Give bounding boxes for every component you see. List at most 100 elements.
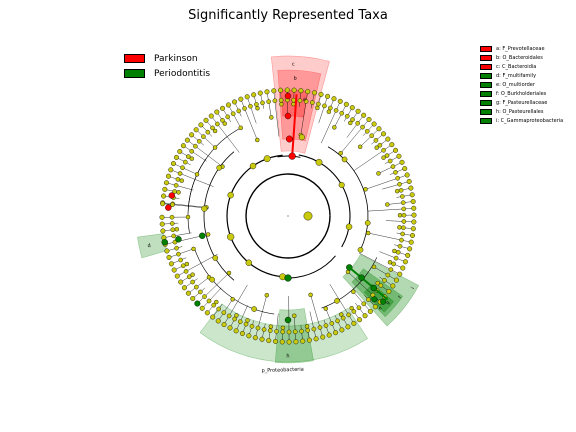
leaf-node: [233, 328, 239, 334]
leaf-node: [376, 126, 382, 132]
tree-branch: [240, 99, 259, 142]
leaf-node: [160, 228, 166, 234]
leaf-node: [174, 273, 180, 279]
leaf-node-inner: [175, 177, 181, 182]
leaf-node-inner: [323, 323, 329, 328]
tree-node: [345, 223, 353, 230]
leaf-node-inner: [401, 212, 407, 218]
leaf-node-inner: [286, 329, 292, 335]
leaf-node: [215, 318, 221, 324]
tree-branch: [358, 252, 400, 275]
leaf-node: [160, 201, 166, 207]
tree-node: [326, 109, 332, 114]
tree-branch: [170, 169, 214, 187]
taxa-legend-item: h: O_Pasteurellales: [480, 108, 563, 117]
tree-branch: [309, 292, 323, 338]
tree-node: [315, 158, 323, 166]
leaf-node-inner: [216, 306, 221, 312]
leaf-node-inner: [170, 202, 175, 207]
tree-node: [385, 202, 390, 207]
legend-swatch-periodontitis: [124, 69, 145, 78]
leaf-node: [339, 327, 345, 333]
tree-branch: [218, 297, 234, 322]
clade-label-g: g: [386, 300, 392, 306]
tree-branch: [197, 271, 231, 304]
leaf-node: [163, 180, 169, 186]
tree-branch: [382, 181, 410, 190]
tree-branch: [358, 128, 380, 149]
leaf-node-inner: [201, 134, 206, 139]
tree-branch: [372, 265, 397, 281]
taxa-legend-item: g: F_Pasteurellaceae: [480, 99, 563, 108]
leaf-node: [159, 221, 165, 227]
tree-node: [264, 293, 269, 298]
leaf-node: [246, 333, 252, 339]
leaf-node: [389, 142, 395, 148]
leaf-node-inner: [305, 328, 311, 333]
tree-node: [227, 233, 235, 241]
leaf-node-inner: [280, 329, 286, 335]
leaf-node-inner: [364, 129, 370, 134]
leaf-node: [357, 317, 363, 323]
leaf-node: [279, 339, 285, 345]
leaf-node-inner: [272, 98, 278, 104]
leaf-node-inner: [373, 138, 379, 143]
leaf-node: [278, 87, 284, 93]
leaf-node-inner: [205, 129, 211, 135]
tree-node: [315, 105, 320, 111]
tree-branch: [177, 253, 218, 277]
leaf-node: [385, 136, 391, 142]
leaf-node: [271, 88, 277, 94]
tree-branch: [255, 293, 268, 338]
leaf-node: [367, 308, 373, 314]
leaf-node-inner: [333, 108, 339, 113]
leaf-node-inner: [385, 272, 391, 278]
leaf-node: [411, 212, 417, 218]
leaf-node: [164, 248, 170, 254]
leaf-node: [221, 322, 227, 328]
legend-item-periodontitis: Periodontitis: [124, 66, 210, 81]
clade-highlight-h: [274, 308, 314, 364]
tree-node: [216, 165, 222, 171]
leaf-node: [220, 105, 226, 111]
leaf-node: [331, 96, 337, 102]
tree-branch: [351, 290, 371, 312]
leaf-node-inner: [221, 310, 227, 315]
taxa-legend-swatch: [480, 54, 492, 61]
tree-node: [357, 247, 364, 253]
leaf-node: [189, 132, 195, 138]
leaf-node: [349, 105, 355, 111]
leaf-node-inner: [226, 313, 232, 319]
leaf-node-inner: [171, 233, 177, 239]
tree-branch: [188, 275, 211, 294]
leaf-node-inner: [344, 113, 350, 119]
leaf-node: [293, 339, 299, 345]
node-d-multifamily: [175, 236, 182, 243]
leaf-node: [306, 337, 312, 343]
tree-node: [381, 155, 386, 160]
leaf-node: [320, 334, 326, 340]
taxa-legend-item: d: F_multifamily: [480, 71, 563, 80]
leaf-node: [337, 98, 343, 104]
leaf-node: [405, 252, 411, 258]
leaf-node-inner: [328, 105, 333, 111]
leaf-node-inner: [180, 165, 185, 171]
tree-node: [201, 205, 208, 212]
leaf-node-inner: [292, 329, 298, 335]
leaf-node-inner: [174, 245, 179, 251]
leaf-node-inner: [186, 154, 191, 159]
leaf-node-inner: [211, 302, 217, 308]
tree-node: [176, 190, 181, 195]
tree-node: [303, 211, 313, 221]
leaf-node: [313, 336, 319, 342]
tree-node: [212, 128, 218, 134]
node-b-bacteroidales: [285, 135, 293, 143]
taxa-legend-item: b: O_Bacteroidales: [480, 53, 563, 62]
node-h: [284, 316, 292, 324]
tree-node: [397, 225, 402, 230]
leaf-node: [410, 226, 416, 232]
leaf-node-inner: [351, 309, 357, 314]
leaf-node: [400, 265, 406, 271]
tree-node: [212, 255, 219, 261]
leaf-node: [406, 178, 412, 184]
